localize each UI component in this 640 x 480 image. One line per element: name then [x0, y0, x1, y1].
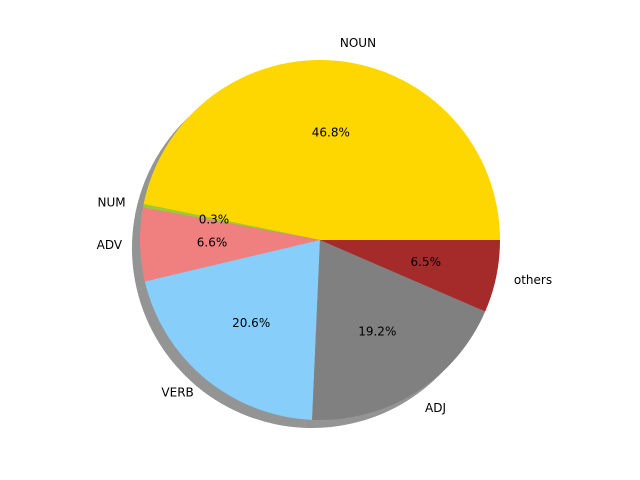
slice-label-verb: VERB [161, 386, 193, 400]
slice-label-adj: ADJ [425, 401, 446, 415]
pie-slice-others [320, 240, 500, 312]
slice-label-others: others [514, 273, 552, 287]
slice-percent-adj: 19.2% [358, 325, 396, 339]
pie-slice-adj [312, 240, 486, 421]
pie-slice-adv [140, 207, 320, 282]
slice-percent-num: 0.3% [199, 212, 230, 226]
pie-slice-noun [143, 59, 500, 240]
pie-slices [140, 59, 500, 421]
slice-percent-noun: 46.8% [312, 126, 350, 140]
pie-slice-num [142, 204, 320, 240]
slice-percent-adv: 6.6% [197, 236, 228, 250]
slice-label-num: NUM [97, 195, 125, 209]
pie-slice-verb [144, 240, 320, 420]
slice-percent-others: 6.5% [411, 255, 442, 269]
slice-label-noun: NOUN [340, 36, 376, 50]
slice-percent-verb: 20.6% [232, 316, 270, 330]
slice-label-adv: ADV [97, 238, 123, 252]
